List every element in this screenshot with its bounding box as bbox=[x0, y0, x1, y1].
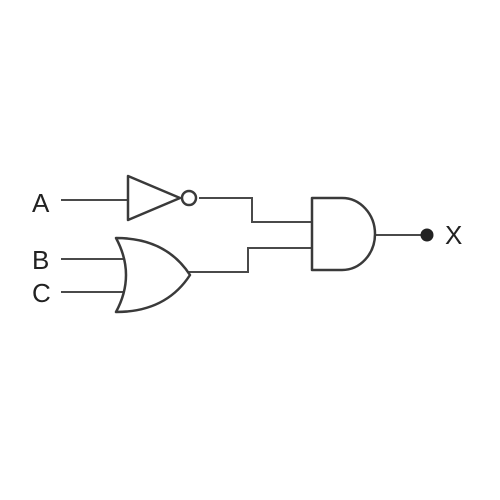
wire-or-to-and bbox=[187, 247, 313, 273]
not-gate-bubble bbox=[180, 189, 198, 207]
input-label-b: B bbox=[32, 245, 49, 275]
input-label-a: A bbox=[32, 188, 50, 218]
input-label-c: C bbox=[32, 278, 51, 308]
not-gate bbox=[126, 174, 182, 222]
output-terminal-dot bbox=[420, 228, 434, 242]
wire-not-to-and bbox=[199, 197, 313, 223]
or-gate bbox=[114, 236, 192, 314]
output-label-x: X bbox=[445, 220, 462, 250]
and-gate bbox=[310, 196, 377, 272]
